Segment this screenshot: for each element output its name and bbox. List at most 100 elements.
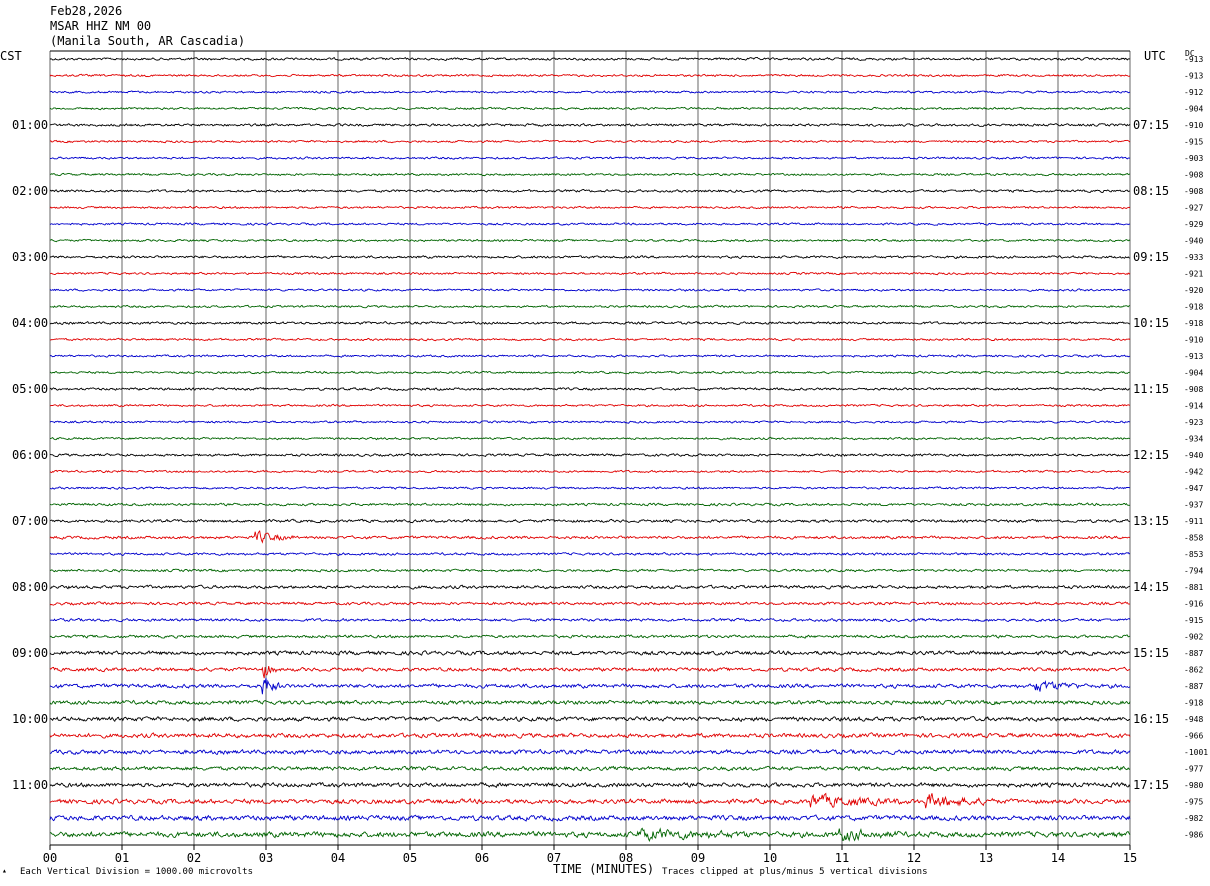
station-code: MSAR HHZ NM 00 xyxy=(50,19,152,33)
dc-offset-label: -904 xyxy=(1184,105,1203,114)
trace-row xyxy=(49,584,1131,590)
right-hour-labels: 07:15 08:15 09:15 10:15 11:15 12:15 13:15 14:15… xyxy=(1133,118,1169,792)
dc-offset-label: -975 xyxy=(1184,798,1203,807)
right-hour-label: 14:15 xyxy=(1133,580,1169,594)
trace-row xyxy=(49,57,1131,62)
x-tick-label: 05 xyxy=(403,851,417,865)
left-hour-label: 02:00 xyxy=(12,184,48,198)
dc-offset-label: -916 xyxy=(1184,600,1203,609)
trace-row xyxy=(49,765,1131,772)
trace-row xyxy=(49,139,1131,144)
dc-offset-label: -858 xyxy=(1184,534,1203,543)
dc-offset-label: -918 xyxy=(1184,699,1203,708)
trace-row xyxy=(49,666,1131,679)
dc-offset-label: -913 xyxy=(1184,352,1203,361)
right-hour-label: 16:15 xyxy=(1133,712,1169,726)
dc-offset-label: -915 xyxy=(1184,138,1203,147)
right-hour-label: 08:15 xyxy=(1133,184,1169,198)
dc-offset-label: -920 xyxy=(1184,286,1203,295)
trace-row xyxy=(49,370,1130,375)
dc-offset-label: -918 xyxy=(1184,303,1203,312)
right-hour-label: 11:15 xyxy=(1133,382,1169,396)
logo-icon: ▴ xyxy=(2,866,7,875)
dc-offset-label: -887 xyxy=(1184,682,1203,691)
trace-row xyxy=(49,123,1131,127)
dc-offset-label: -940 xyxy=(1184,237,1203,246)
trace-row xyxy=(49,452,1131,458)
trace-row xyxy=(49,677,1131,695)
left-hour-label: 10:00 xyxy=(12,712,48,726)
grid xyxy=(49,50,1131,846)
trace-row xyxy=(49,288,1131,292)
dc-offset-label: -913 xyxy=(1184,55,1203,64)
left-hour-label: 06:00 xyxy=(12,448,48,462)
trace-row xyxy=(49,552,1131,557)
dc-offset-label: -910 xyxy=(1184,121,1203,130)
trace-row xyxy=(49,601,1131,606)
left-hour-labels: 01:00 02:00 03:00 04:00 05:00 06:00 07:00 08:00… xyxy=(12,118,48,792)
trace-row xyxy=(49,320,1131,325)
x-tick-label: 08 xyxy=(619,851,633,865)
dc-offset-label: -908 xyxy=(1184,171,1203,180)
left-hour-label: 01:00 xyxy=(12,118,48,132)
trace-row xyxy=(49,205,1131,210)
dc-offset-label: -903 xyxy=(1184,154,1203,163)
dc-offset-label: -853 xyxy=(1184,550,1203,559)
left-timezone-label: CST xyxy=(0,49,22,63)
dc-offset-label: -902 xyxy=(1184,633,1203,642)
trace-row xyxy=(49,469,1131,474)
trace-row xyxy=(49,502,1131,507)
right-hour-label: 17:15 xyxy=(1133,778,1169,792)
trace-row xyxy=(49,304,1131,309)
trace-row xyxy=(49,486,1131,490)
left-hour-label: 04:00 xyxy=(12,316,48,330)
right-hour-label: 12:15 xyxy=(1133,448,1169,462)
trace-row xyxy=(49,354,1131,358)
trace-row xyxy=(49,420,1131,424)
dc-offset-label: -918 xyxy=(1184,319,1203,328)
x-tick-label: 15 xyxy=(1123,851,1137,865)
dc-offset-label: -914 xyxy=(1184,402,1203,411)
right-hour-label: 09:15 xyxy=(1133,250,1169,264)
dc-offset-label: -910 xyxy=(1184,336,1203,345)
dc-offset-label: -982 xyxy=(1184,814,1203,823)
x-tick-label: 11 xyxy=(835,851,849,865)
left-hour-label: 09:00 xyxy=(12,646,48,660)
left-hour-label: 03:00 xyxy=(12,250,48,264)
x-tick-label: 04 xyxy=(331,851,345,865)
dc-offset-labels: -913 -913 -912 -904 -910 -915 -903 -908 -908 -927… xyxy=(1184,55,1208,840)
trace-row xyxy=(49,827,1131,842)
trace-row xyxy=(49,90,1131,94)
right-hour-label: 07:15 xyxy=(1133,118,1169,132)
right-hour-label: 10:15 xyxy=(1133,316,1169,330)
clip-note: Traces clipped at plus/minus 5 vertical … xyxy=(662,867,928,877)
trace-row xyxy=(49,172,1131,177)
dc-offset-label: -911 xyxy=(1184,517,1203,526)
x-tick-label: 06 xyxy=(475,851,489,865)
left-hour-label: 05:00 xyxy=(12,382,48,396)
dc-offset-label: -947 xyxy=(1184,484,1203,493)
dc-offset-label: -923 xyxy=(1184,418,1203,427)
trace-row xyxy=(49,271,1131,276)
dc-offset-label: -934 xyxy=(1184,435,1203,444)
dc-offset-label: -908 xyxy=(1184,385,1203,394)
dc-offset-label: -915 xyxy=(1184,616,1203,625)
trace-row xyxy=(49,792,1131,809)
x-tick-label: 02 xyxy=(187,851,201,865)
dc-offset-label: -937 xyxy=(1184,501,1203,510)
dc-offset-label: -913 xyxy=(1184,72,1203,81)
dc-offset-label: -929 xyxy=(1184,220,1203,229)
x-tick-label: 07 xyxy=(547,851,561,865)
dc-offset-label: -921 xyxy=(1184,270,1203,279)
x-tick-label: 09 xyxy=(691,851,705,865)
x-axis-ticks: 00 01 02 03 04 05 06 07 08 09 10 11 12 13 14 15 xyxy=(43,845,1137,865)
dc-offset-label: -908 xyxy=(1184,187,1203,196)
dc-offset-label: -912 xyxy=(1184,88,1203,97)
dc-offset-label: -794 xyxy=(1184,567,1203,576)
dc-offset-label: -862 xyxy=(1184,666,1203,675)
dc-offset-label: -942 xyxy=(1184,468,1203,477)
trace-row xyxy=(49,814,1131,822)
dc-offset-label: -966 xyxy=(1184,732,1203,741)
x-tick-label: 03 xyxy=(259,851,273,865)
